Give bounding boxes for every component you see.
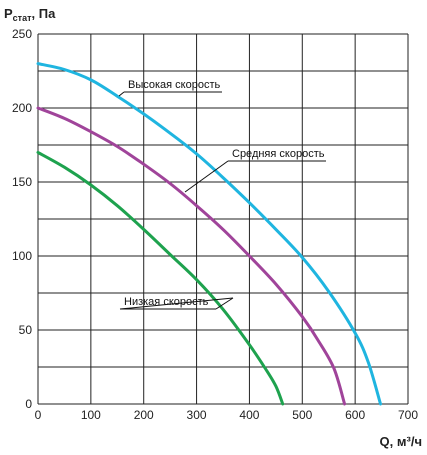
x-tick-label: 400 [239, 408, 259, 422]
series-lines [36, 62, 382, 406]
y-tick-label: 50 [19, 323, 33, 337]
chart-axes: 0 100 200 300 400 500 600 700 0 50 100 150 200 250 [12, 27, 418, 422]
series-line [36, 62, 382, 406]
chart-grid [37, 33, 409, 405]
x-tick-label: 100 [81, 408, 101, 422]
series-label: Средняя скорость [232, 148, 325, 160]
series-label-pointer [119, 297, 234, 310]
x-tick-label: 600 [345, 408, 365, 422]
y-axis-title-main: P [4, 6, 13, 21]
series-label-leaders [118, 91, 326, 310]
series-label-pointer [215, 297, 234, 310]
series-line [36, 150, 285, 406]
y-axis-title-unit: , Па [32, 6, 57, 21]
series-label: Низкая скорость [124, 296, 209, 308]
x-tick-label: 200 [134, 408, 154, 422]
series-labels: Высокая скорость Средняя скорость Низкая с… [124, 79, 325, 308]
x-axis-title: Q, м³/ч [380, 434, 422, 449]
y-tick-label: 250 [12, 27, 32, 41]
y-tick-label: 200 [12, 101, 32, 115]
y-tick-label: 150 [12, 175, 32, 189]
series-line [36, 106, 347, 406]
x-tick-label: 300 [187, 408, 207, 422]
y-tick-label: 0 [25, 397, 32, 411]
series-label-pointer [184, 160, 229, 193]
y-axis-title-subscript: стат [13, 13, 32, 23]
y-tick-label: 100 [12, 249, 32, 263]
series-label-pointer [118, 91, 125, 97]
x-tick-label: 700 [398, 408, 418, 422]
series-label: Высокая скорость [128, 79, 220, 91]
y-axis-title: Pстат, Па [4, 6, 56, 23]
x-tick-label: 500 [292, 408, 312, 422]
x-tick-label: 0 [35, 408, 42, 422]
